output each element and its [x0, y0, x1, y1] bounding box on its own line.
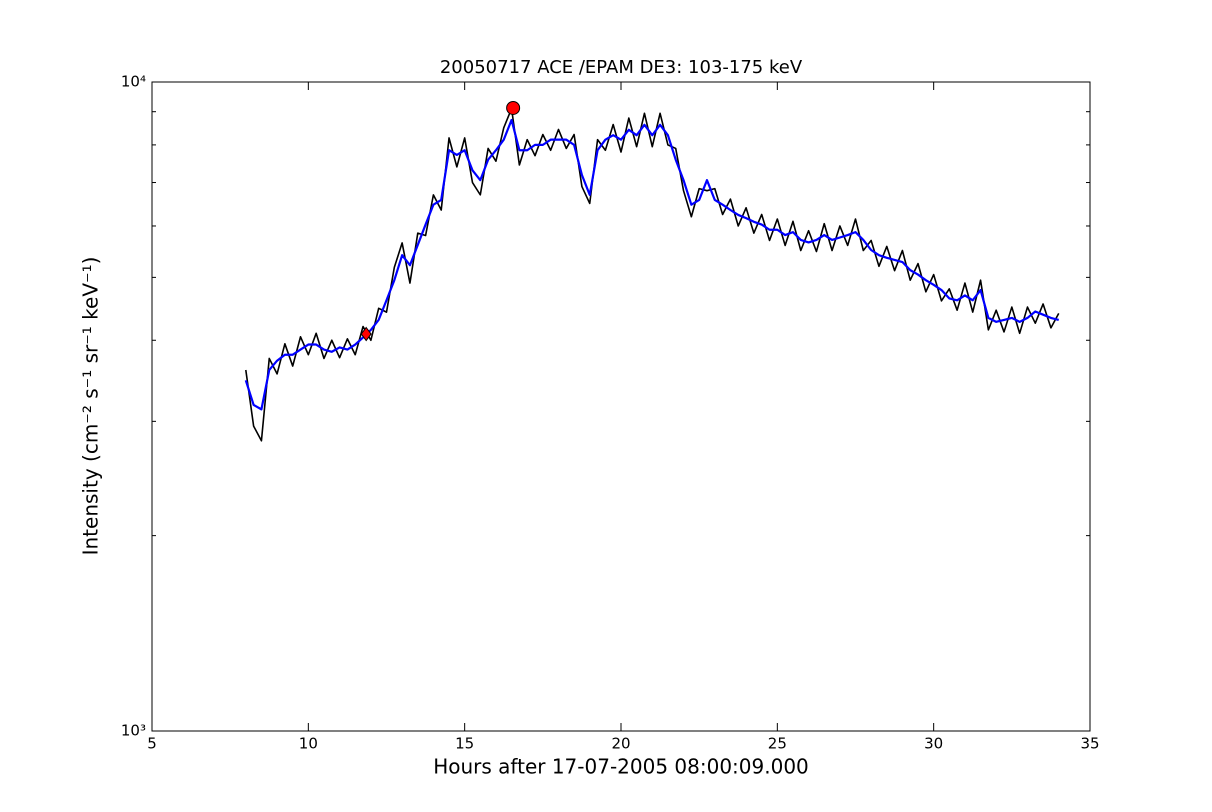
x-tick-label: 30 — [924, 735, 943, 753]
x-tick-label: 15 — [455, 735, 474, 753]
y-tick-label: 10⁴ — [121, 73, 146, 91]
x-tick-label: 5 — [147, 735, 157, 753]
x-tick-label: 10 — [299, 735, 318, 753]
y-tick-label: 10³ — [121, 722, 146, 740]
x-tick-label: 20 — [611, 735, 630, 753]
chart-title: 20050717 ACE /EPAM DE3: 103-175 keV — [440, 57, 803, 78]
x-axis-label: Hours after 17-07-2005 08:00:09.000 — [433, 755, 809, 779]
x-tick-label: 35 — [1080, 735, 1099, 753]
y-axis-label: Intensity (cm⁻² s⁻¹ sr⁻¹ keV⁻¹) — [79, 257, 103, 556]
marker-point — [506, 100, 521, 115]
marker-point — [360, 326, 372, 342]
data-line — [245, 107, 1060, 442]
x-tick-label: 25 — [768, 735, 787, 753]
data-line — [244, 118, 1059, 411]
